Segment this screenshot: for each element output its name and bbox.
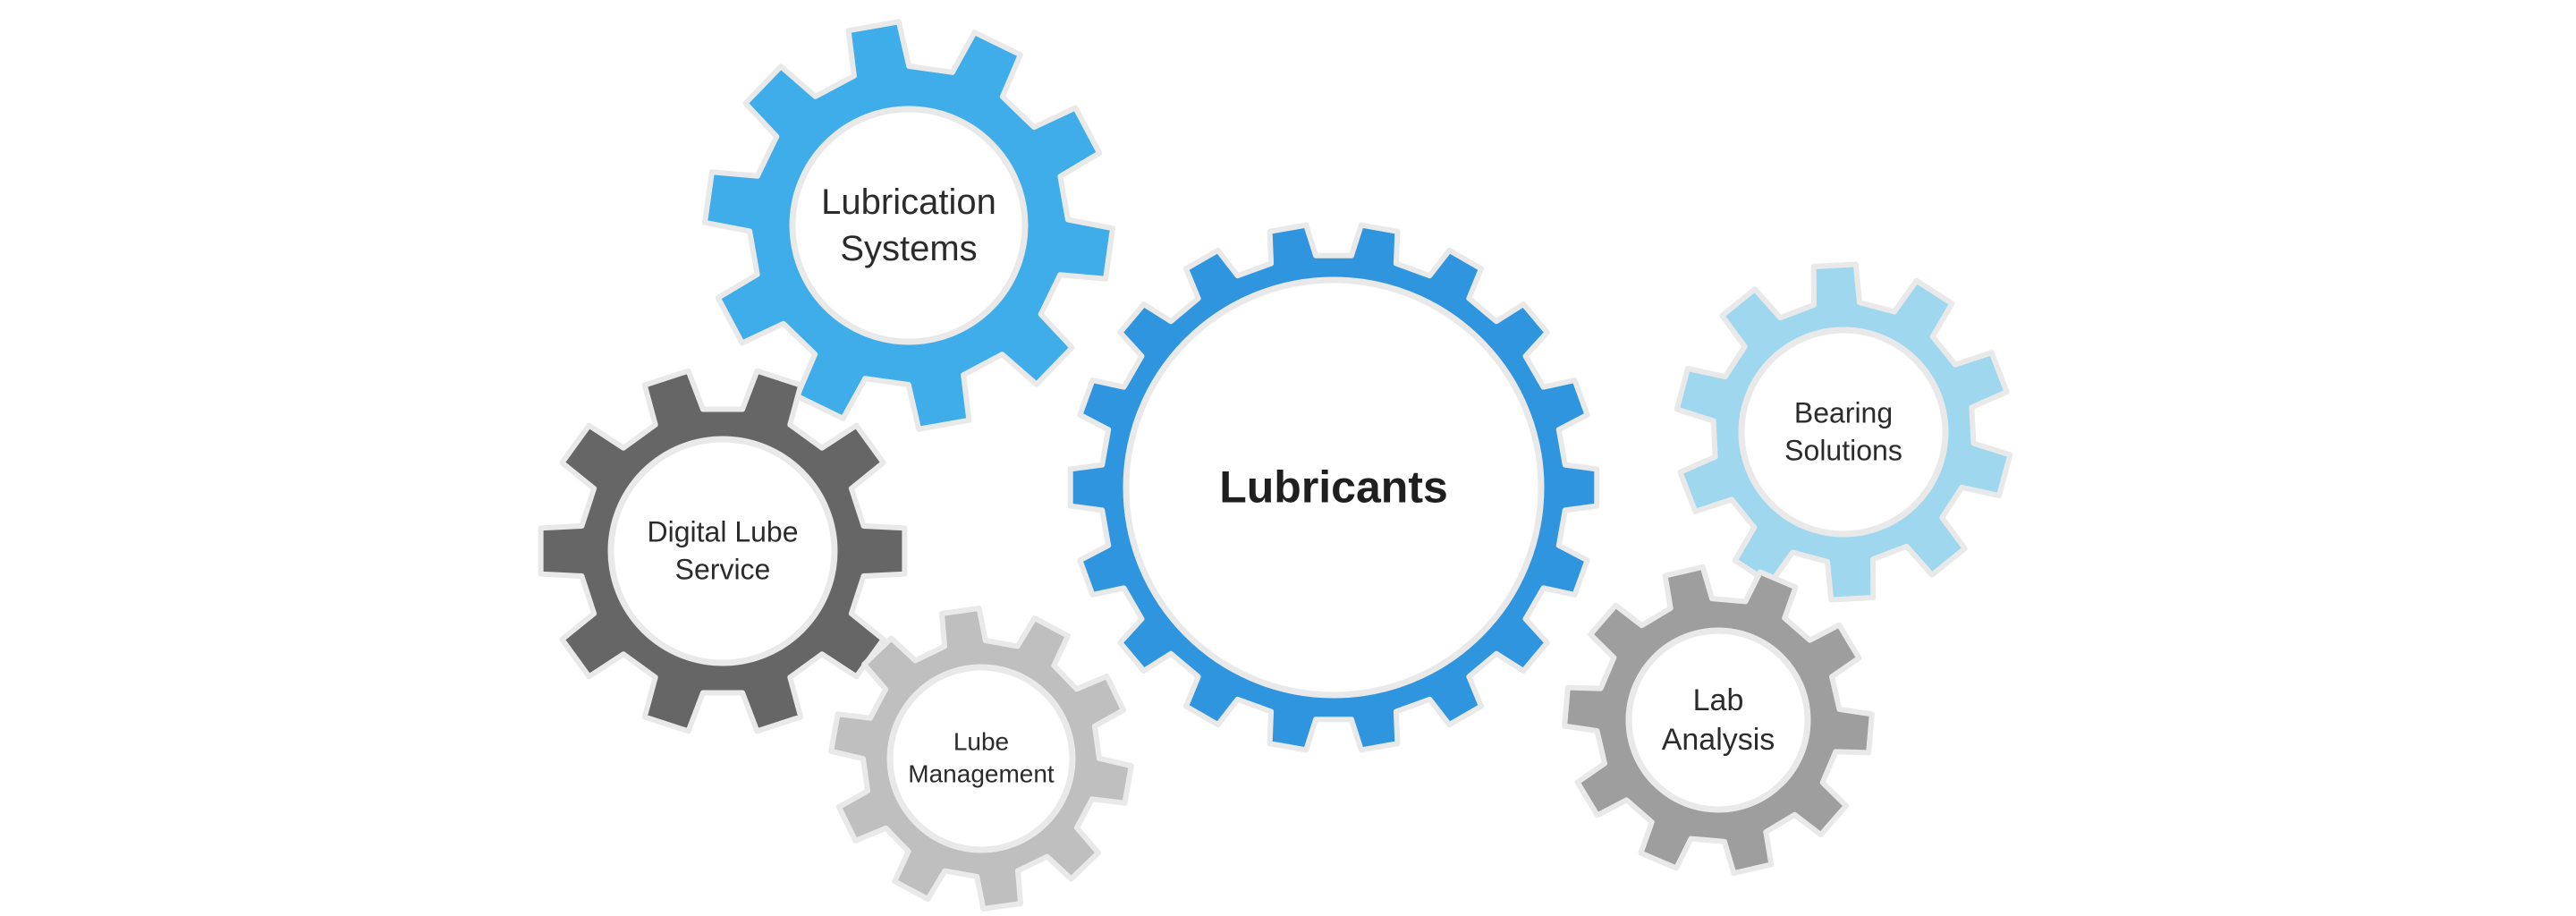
gear-lubrication-systems xyxy=(702,19,1115,432)
gear-hub xyxy=(1625,627,1811,813)
gear-label-line: Management xyxy=(908,760,1055,788)
gear-hub xyxy=(607,436,838,666)
gear-label-bearing-solutions: Bearing Solutions xyxy=(1784,394,1902,469)
gear-label-line: Lab xyxy=(1692,683,1744,717)
gear-label-line: Solutions xyxy=(1784,434,1902,466)
gear-hub xyxy=(1123,276,1545,699)
gear-label-lab-analysis: Lab Analysis xyxy=(1662,681,1775,759)
gear-label-line: Lubricants xyxy=(1219,462,1448,513)
gear-digital-lube-service xyxy=(538,368,908,734)
gear-hub xyxy=(789,106,1029,345)
gear-label-lubricants: Lubricants xyxy=(1219,459,1448,517)
gear-label-line: Service xyxy=(674,553,771,585)
gear-lab-analysis xyxy=(1562,564,1875,877)
gear-lube-management xyxy=(828,606,1134,912)
gear-bearing-solutions xyxy=(1674,261,2013,603)
gear-label-line: Digital Lube xyxy=(647,515,799,548)
gear-label-lube-management: Lube Management xyxy=(908,726,1054,792)
gear-label-line: Systems xyxy=(840,229,978,268)
gear-label-line: Lubrication xyxy=(821,182,996,222)
gear-hub xyxy=(1738,327,1949,538)
gear-label-line: Bearing xyxy=(1793,396,1894,429)
gear-label-digital-lube-service: Digital Lube Service xyxy=(648,513,799,588)
gear-hub xyxy=(886,664,1076,853)
gear-label-line: Analysis xyxy=(1661,723,1775,757)
gear-lubricants xyxy=(1067,222,1600,753)
gear-label-lubrication-systems: Lubrication Systems xyxy=(821,179,996,272)
gear-label-line: Lube xyxy=(953,727,1010,756)
